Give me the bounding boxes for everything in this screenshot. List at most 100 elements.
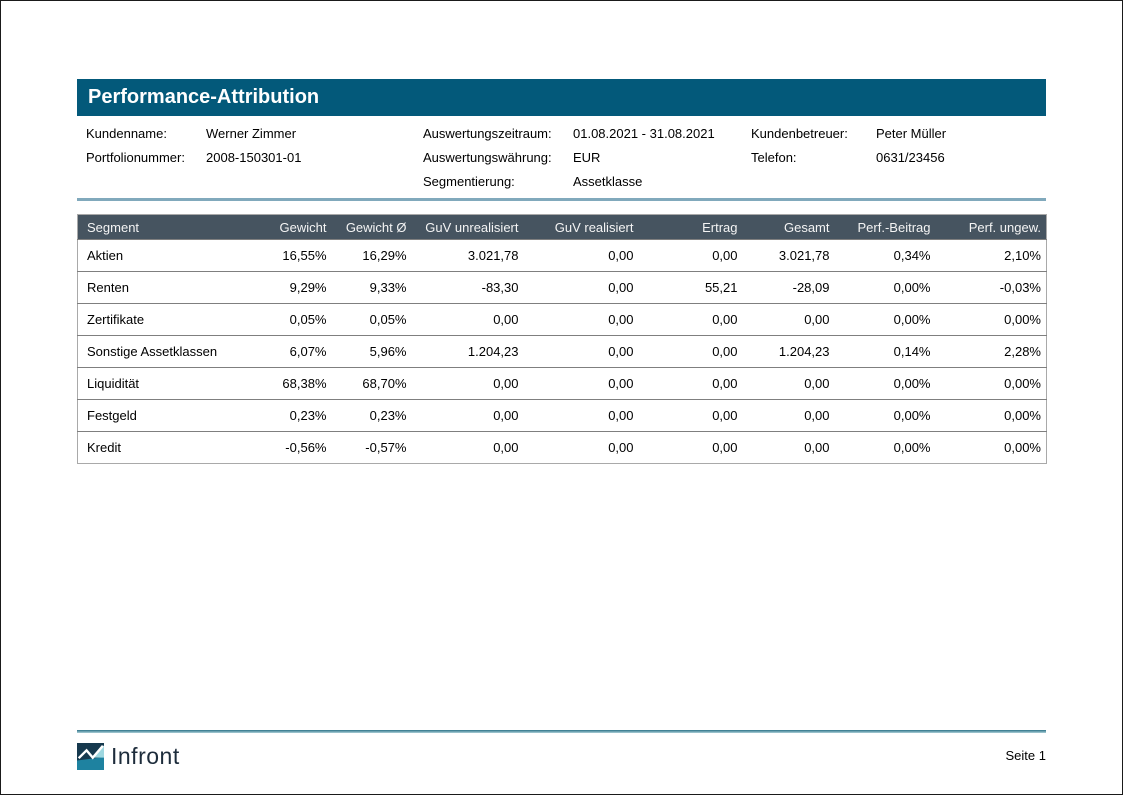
value-cell: 0,00%	[935, 431, 1047, 464]
value-cell: 0,05%	[331, 303, 412, 336]
segment-cell: Liquidität	[77, 367, 252, 400]
col-header-guv-unrealisiert: GuV unrealisiert	[411, 214, 524, 240]
value-cell: 0,00	[411, 303, 524, 336]
meta-row: Kundenbetreuer: Peter Müller	[751, 122, 946, 146]
footer-divider	[77, 730, 1046, 733]
logo-zigzag-line	[77, 745, 104, 760]
meta-row: Kundenname: Werner Zimmer	[86, 122, 301, 146]
col-header-ertrag: Ertrag	[638, 214, 743, 240]
col-header-gewicht: Gewicht	[251, 214, 332, 240]
meta-divider	[77, 198, 1046, 201]
value-cell: 1.204,23	[742, 335, 835, 368]
table-body: Aktien 16,55% 16,29% 3.021,78 0,00 0,00 3.021,…	[77, 239, 1047, 464]
value-cell: 0,00	[523, 271, 639, 304]
value-cell: 6,07%	[251, 335, 332, 368]
value-cell: 16,55%	[251, 239, 332, 272]
value-cell: 0,00	[523, 367, 639, 400]
infront-logo-icon	[77, 743, 104, 770]
value-cell: 0,00	[523, 239, 639, 272]
advisor-label: Kundenbetreuer:	[751, 126, 848, 141]
table-header-row: Segment Gewicht Gewicht Ø GuV unrealisie…	[77, 214, 1047, 240]
phone-value: 0631/23456	[876, 150, 945, 165]
customer-name-label: Kundenname:	[86, 126, 167, 141]
meta-column-advisor: Kundenbetreuer: Peter Müller Telefon: 06…	[751, 122, 946, 170]
segment-cell: Sonstige Assetklassen	[77, 335, 252, 368]
table-row: Aktien 16,55% 16,29% 3.021,78 0,00 0,00 3.021,…	[77, 239, 1047, 272]
value-cell: 0,23%	[251, 399, 332, 432]
col-header-guv-realisiert: GuV realisiert	[523, 214, 639, 240]
portfolio-number-label: Portfolionummer:	[86, 150, 185, 165]
value-cell: 3.021,78	[742, 239, 835, 272]
segment-cell: Aktien	[77, 239, 252, 272]
value-cell: -0,03%	[935, 271, 1047, 304]
value-cell: 5,96%	[331, 335, 412, 368]
value-cell: 0,00	[638, 303, 743, 336]
table-row: Liquidität 68,38% 68,70% 0,00 0,00 0,00 0,00 0,…	[77, 367, 1047, 400]
value-cell: 1.204,23	[411, 335, 524, 368]
segment-cell: Festgeld	[77, 399, 252, 432]
value-cell: 0,00	[638, 335, 743, 368]
value-cell: 55,21	[638, 271, 743, 304]
table-row: Renten 9,29% 9,33% -83,30 0,00 55,21 -28,09 0,0…	[77, 271, 1047, 304]
portfolio-number-value: 2008-150301-01	[206, 150, 302, 165]
customer-name-value: Werner Zimmer	[206, 126, 297, 141]
logo-wordmark: Infront	[111, 743, 180, 769]
col-header-gewicht-avg: Gewicht Ø	[331, 214, 412, 240]
value-cell: 0,00	[742, 367, 835, 400]
value-cell: 0,34%	[834, 239, 936, 272]
segmentation-value: Assetklasse	[573, 174, 643, 189]
value-cell: 2,10%	[935, 239, 1047, 272]
value-cell: 0,00%	[834, 399, 936, 432]
meta-row: Telefon: 0631/23456	[751, 146, 946, 170]
col-header-gesamt: Gesamt	[742, 214, 835, 240]
table-row: Kredit -0,56% -0,57% 0,00 0,00 0,00 0,00 0,00% 0…	[77, 431, 1047, 464]
value-cell: 0,14%	[834, 335, 936, 368]
segment-cell: Renten	[77, 271, 252, 304]
table-row: Zertifikate 0,05% 0,05% 0,00 0,00 0,00 0,00 0,0…	[77, 303, 1047, 336]
page-number: Seite 1	[1005, 748, 1046, 763]
value-cell: 2,28%	[935, 335, 1047, 368]
value-cell: 0,00%	[834, 367, 936, 400]
value-cell: 0,00%	[834, 303, 936, 336]
value-cell: 0,00	[523, 303, 639, 336]
logo-teal-band	[77, 757, 104, 770]
meta-column-customer: Kundenname: Werner Zimmer Portfolionumme…	[86, 122, 301, 170]
value-cell: 0,00	[638, 399, 743, 432]
value-cell: 0,00%	[834, 431, 936, 464]
value-cell: 0,00%	[935, 399, 1047, 432]
meta-row: Segmentierung: Assetklasse	[423, 170, 715, 194]
value-cell: 3.021,78	[411, 239, 524, 272]
value-cell: 68,70%	[331, 367, 412, 400]
value-cell: 9,33%	[331, 271, 412, 304]
value-cell: 0,00	[523, 431, 639, 464]
value-cell: 0,00	[411, 431, 524, 464]
page-title: Performance-Attribution	[88, 86, 320, 108]
value-cell: 0,00	[411, 399, 524, 432]
evaluation-period-label: Auswertungszeitraum:	[423, 126, 552, 141]
col-header-segment: Segment	[77, 214, 252, 240]
value-cell: -83,30	[411, 271, 524, 304]
segment-cell: Kredit	[77, 431, 252, 464]
meta-column-evaluation: Auswertungszeitraum: 01.08.2021 - 31.08.…	[423, 122, 715, 194]
value-cell: 0,00	[638, 367, 743, 400]
value-cell: 0,00	[638, 431, 743, 464]
value-cell: 16,29%	[331, 239, 412, 272]
value-cell: 0,00	[523, 399, 639, 432]
meta-row: Portfolionummer: 2008-150301-01	[86, 146, 301, 170]
value-cell: -0,56%	[251, 431, 332, 464]
value-cell: -0,57%	[331, 431, 412, 464]
segment-cell: Zertifikate	[77, 303, 252, 336]
segmentation-label: Segmentierung:	[423, 174, 515, 189]
meta-row: Auswertungswährung: EUR	[423, 146, 715, 170]
attribution-table: Segment Gewicht Gewicht Ø GuV unrealisie…	[77, 214, 1047, 464]
evaluation-currency-value: EUR	[573, 150, 601, 165]
value-cell: 0,00	[742, 303, 835, 336]
value-cell: 9,29%	[251, 271, 332, 304]
meta-row: Auswertungszeitraum: 01.08.2021 - 31.08.…	[423, 122, 715, 146]
value-cell: 0,00%	[935, 303, 1047, 336]
col-header-perf-beitrag: Perf.-Beitrag	[834, 214, 936, 240]
value-cell: 0,00	[742, 431, 835, 464]
value-cell: 68,38%	[251, 367, 332, 400]
value-cell: 0,00	[523, 335, 639, 368]
value-cell: -28,09	[742, 271, 835, 304]
